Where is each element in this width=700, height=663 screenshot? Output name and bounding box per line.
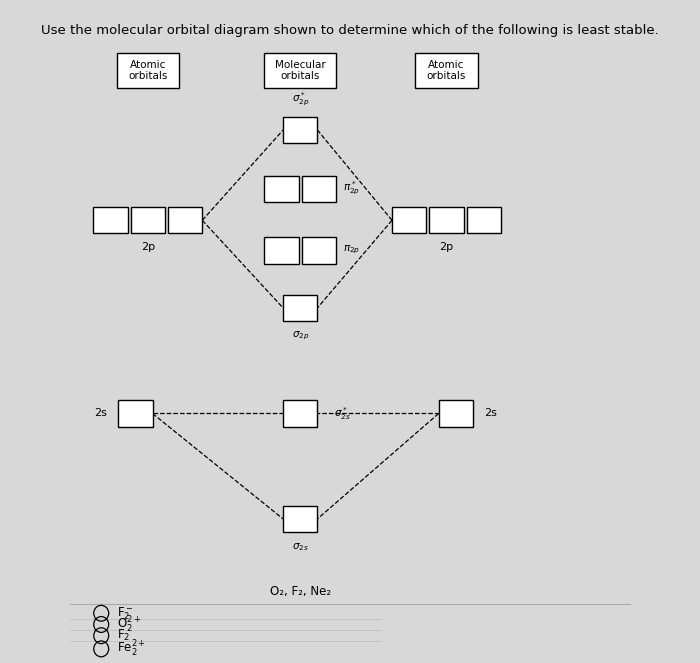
Text: 2p: 2p (440, 242, 454, 252)
Text: Molecular
orbitals: Molecular orbitals (275, 60, 326, 82)
Text: $\sigma_{2p}$: $\sigma_{2p}$ (291, 330, 309, 342)
Text: 2s: 2s (94, 408, 107, 418)
Text: $\sigma^*_{2s}$: $\sigma^*_{2s}$ (335, 405, 351, 422)
FancyBboxPatch shape (302, 237, 336, 264)
Text: $\mathrm{F_2}$: $\mathrm{F_2}$ (117, 628, 130, 643)
FancyBboxPatch shape (283, 117, 317, 143)
Text: 2s: 2s (484, 408, 497, 418)
Text: 2p: 2p (141, 242, 155, 252)
FancyBboxPatch shape (302, 176, 336, 202)
Text: Use the molecular orbital diagram shown to determine which of the following is l: Use the molecular orbital diagram shown … (41, 25, 659, 38)
Text: $\mathrm{Fe_2^{2+}}$: $\mathrm{Fe_2^{2+}}$ (117, 639, 146, 659)
Text: $\pi^*_{2p}$: $\pi^*_{2p}$ (342, 179, 360, 197)
FancyBboxPatch shape (118, 400, 153, 427)
FancyBboxPatch shape (265, 237, 299, 264)
FancyBboxPatch shape (283, 506, 317, 532)
Text: Atomic
orbitals: Atomic orbitals (128, 60, 167, 82)
FancyBboxPatch shape (265, 176, 299, 202)
FancyBboxPatch shape (283, 400, 317, 427)
FancyBboxPatch shape (283, 295, 317, 321)
FancyBboxPatch shape (467, 207, 500, 233)
FancyBboxPatch shape (429, 207, 463, 233)
Text: $\mathrm{F_2^-}$: $\mathrm{F_2^-}$ (117, 605, 133, 621)
Text: O₂, F₂, Ne₂: O₂, F₂, Ne₂ (270, 585, 331, 598)
FancyBboxPatch shape (131, 207, 165, 233)
Text: $\pi_{2p}$: $\pi_{2p}$ (342, 243, 360, 255)
FancyBboxPatch shape (93, 207, 127, 233)
FancyBboxPatch shape (117, 54, 179, 88)
FancyBboxPatch shape (392, 207, 426, 233)
Text: $\mathrm{O_2^{2+}}$: $\mathrm{O_2^{2+}}$ (117, 615, 141, 634)
FancyBboxPatch shape (415, 54, 477, 88)
Text: $\sigma_{2s}$: $\sigma_{2s}$ (292, 541, 309, 552)
Text: Atomic
orbitals: Atomic orbitals (427, 60, 466, 82)
FancyBboxPatch shape (265, 54, 336, 88)
FancyBboxPatch shape (439, 400, 472, 427)
FancyBboxPatch shape (168, 207, 202, 233)
Text: $\sigma^*_{2p}$: $\sigma^*_{2p}$ (291, 91, 309, 108)
